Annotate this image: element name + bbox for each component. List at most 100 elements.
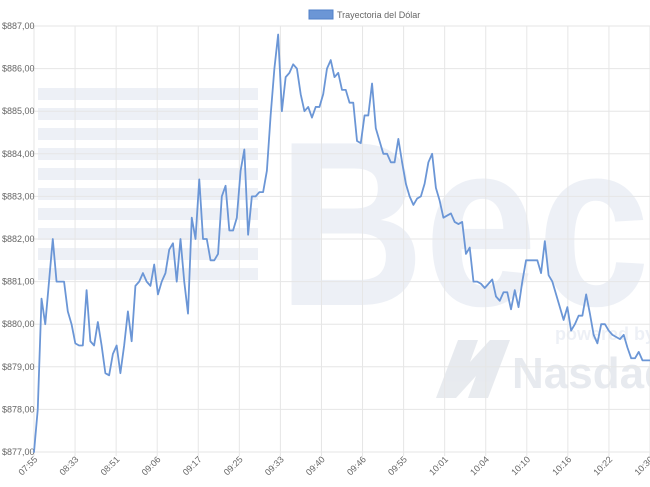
data-point[interactable] [410,202,416,208]
data-point[interactable] [140,270,146,276]
data-point[interactable] [215,251,221,257]
data-point[interactable] [564,304,570,310]
data-point[interactable] [316,104,322,110]
data-point[interactable] [594,340,600,346]
data-point[interactable] [117,370,123,376]
data-point[interactable] [238,168,244,174]
data-point[interactable] [328,57,334,63]
data-point[interactable] [298,91,304,97]
data-point[interactable] [572,321,578,327]
data-point[interactable] [407,193,413,199]
data-point[interactable] [155,291,161,297]
data-point[interactable] [422,181,428,187]
data-point[interactable] [636,349,642,355]
data-point[interactable] [170,240,176,246]
data-point[interactable] [65,308,71,314]
data-point[interactable] [516,304,522,310]
data-point[interactable] [61,279,67,285]
data-point[interactable] [343,87,349,93]
data-point[interactable] [99,343,105,349]
data-point[interactable] [392,159,398,165]
data-point[interactable] [377,138,383,144]
data-point[interactable] [286,70,292,76]
data-point[interactable] [234,215,240,221]
data-point[interactable] [497,298,503,304]
data-point[interactable] [546,272,552,278]
data-point[interactable] [181,279,187,285]
data-point[interactable] [350,100,356,106]
data-point[interactable] [403,181,409,187]
data-point[interactable] [538,270,544,276]
data-point[interactable] [320,91,326,97]
data-point[interactable] [136,279,142,285]
data-point[interactable] [211,257,217,263]
data-point[interactable] [358,140,364,146]
data-point[interactable] [591,332,597,338]
data-point[interactable] [125,308,131,314]
data-point[interactable] [147,283,153,289]
data-point[interactable] [193,236,199,242]
data-point[interactable] [549,279,555,285]
data-point[interactable] [489,276,495,282]
data-point[interactable] [110,351,116,357]
data-point[interactable] [425,159,431,165]
data-point[interactable] [95,319,101,325]
data-point[interactable] [602,321,608,327]
data-point[interactable] [264,168,270,174]
data-point[interactable] [121,343,127,349]
data-point[interactable] [31,449,37,455]
data-point[interactable] [335,70,341,76]
data-point[interactable] [84,287,90,293]
data-point[interactable] [467,245,473,251]
data-point[interactable] [561,317,567,323]
data-point[interactable] [174,279,180,285]
data-point[interactable] [260,189,266,195]
data-point[interactable] [271,66,277,72]
data-point[interactable] [433,185,439,191]
data-point[interactable] [223,183,229,189]
data-point[interactable] [534,257,540,263]
data-point[interactable] [504,289,510,295]
data-point[interactable] [185,311,191,317]
data-point[interactable] [309,115,315,121]
data-point[interactable] [448,210,454,216]
data-point[interactable] [162,270,168,276]
data-point[interactable] [305,104,311,110]
data-point[interactable] [365,112,371,118]
data-point[interactable] [230,227,236,233]
data-point[interactable] [159,279,165,285]
data-point[interactable] [268,112,274,118]
data-point[interactable] [508,306,514,312]
data-point[interactable] [114,343,120,349]
data-point[interactable] [189,215,195,221]
data-point[interactable] [429,151,435,157]
data-point[interactable] [583,291,589,297]
data-point[interactable] [621,332,627,338]
data-point[interactable] [129,338,135,344]
data-point[interactable] [279,108,285,114]
data-point[interactable] [245,232,251,238]
data-point[interactable] [418,193,424,199]
data-point[interactable] [463,251,469,257]
data-point[interactable] [373,125,379,131]
data-point[interactable] [553,291,559,297]
data-point[interactable] [632,355,638,361]
data-point[interactable] [587,311,593,317]
data-point[interactable] [196,176,202,182]
data-point[interactable] [166,247,172,253]
data-point[interactable] [50,236,56,242]
data-point[interactable] [324,66,330,72]
data-point[interactable] [46,279,52,285]
data-point[interactable] [219,193,225,199]
data-point[interactable] [459,219,465,225]
legend[interactable]: Trayectoria del Dólar [308,9,420,20]
data-point[interactable] [395,136,401,142]
data-point[interactable] [69,321,75,327]
data-point[interactable] [294,66,300,72]
data-point[interactable] [568,328,574,334]
data-point[interactable] [151,262,157,268]
data-point[interactable] [275,32,281,38]
data-point[interactable] [512,287,518,293]
data-point[interactable] [542,238,548,244]
data-point[interactable] [80,343,86,349]
